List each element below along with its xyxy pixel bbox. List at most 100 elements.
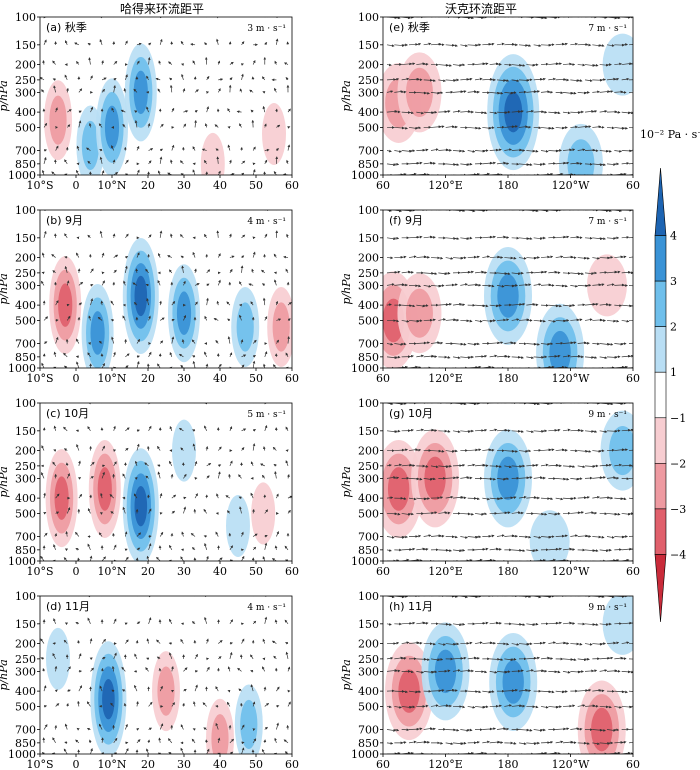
anomaly-contour-a-0-2: [49, 95, 67, 145]
y-tick-label: 200: [358, 252, 379, 265]
panel-title-c: (c) 10月: [46, 407, 89, 420]
x-tick-label: 120°W: [552, 179, 590, 192]
y-tick-label: 850: [358, 737, 379, 750]
y-tick-label: 700: [15, 531, 36, 544]
panel-title-a: (a) 秋季: [46, 20, 87, 34]
panel-d: 1001502002503004005007008501000p/hPa10°S…: [0, 590, 299, 770]
anomaly-contour-c-0-3: [54, 476, 69, 520]
x-tick-label: 50: [249, 565, 263, 578]
x-tick-label: 30: [177, 179, 191, 192]
y-tick-label: 500: [358, 700, 379, 713]
vector-scale-f: 7 m · s⁻¹: [588, 217, 627, 227]
vector-scale-g: 9 m · s⁻¹: [588, 410, 627, 420]
anomaly-contour-a-5-1: [262, 102, 286, 165]
x-tick-label: 40: [213, 179, 227, 192]
x-tick-label: 10°S: [26, 372, 53, 385]
y-tick-label: 150: [15, 425, 36, 438]
wind-vectors-g: [386, 403, 633, 561]
y-axis-label: p/hPa: [340, 273, 353, 304]
y-tick-label: 700: [15, 145, 36, 158]
vector-scale-d: 4 m · s⁻¹: [247, 603, 286, 613]
x-tick-label: 180: [498, 758, 519, 770]
colorbar-tick-label: 3: [670, 275, 677, 288]
x-tick-label: 60: [285, 565, 299, 578]
y-tick-label: 400: [15, 106, 36, 119]
colorbar-segment: [654, 417, 667, 464]
x-tick-label: 120°E: [428, 179, 463, 192]
y-tick-label: 300: [15, 472, 36, 485]
y-tick-label: 500: [358, 314, 379, 327]
y-axis-label: p/hPa: [340, 466, 353, 497]
y-tick-label: 250: [15, 460, 36, 473]
y-tick-label: 200: [15, 252, 36, 265]
anomaly-contour-b-1-3: [90, 311, 105, 355]
y-tick-label: 700: [358, 145, 379, 158]
y-tick-label: 300: [15, 279, 36, 292]
x-tick-label: 60: [376, 758, 390, 770]
panel-frame-a: [39, 16, 293, 176]
y-tick-label: 700: [358, 338, 379, 351]
wind-vectors-h: [386, 596, 633, 754]
anomaly-contour-c-1-3: [97, 467, 112, 511]
anomaly-contour-d-4-2: [240, 699, 258, 750]
y-tick-label: 400: [358, 299, 379, 312]
y-tick-label: 850: [358, 544, 379, 557]
y-tick-label: 150: [358, 232, 379, 245]
y-tick-label: 200: [358, 445, 379, 458]
x-tick-label: 10°S: [26, 179, 53, 192]
x-tick-label: 10°N: [97, 372, 126, 385]
x-tick-label: 120°E: [428, 372, 463, 385]
y-tick-label: 200: [358, 638, 379, 651]
anomaly-contour-b-0-3: [58, 283, 73, 327]
y-tick-label: 700: [358, 531, 379, 544]
x-tick-label: 10°S: [26, 565, 53, 578]
anomaly-contour-c-3-1: [172, 419, 196, 482]
y-tick-label: 100: [358, 204, 379, 217]
y-tick-label: 850: [15, 158, 36, 171]
x-tick-label: 180: [498, 372, 519, 385]
vector-scale-b: 4 m · s⁻¹: [247, 217, 286, 227]
anomaly-contour-b-5-2: [272, 302, 290, 352]
x-tick-label: 30: [177, 758, 191, 770]
y-tick-label: 100: [358, 11, 379, 24]
y-tick-label: 200: [15, 59, 36, 72]
x-tick-label: 120°E: [428, 758, 463, 770]
panel-a: 1001502002503004005007008501000p/hPa10°S…: [0, 11, 299, 192]
panel-title-b: (b) 9月: [46, 214, 83, 227]
y-tick-label: 850: [15, 351, 36, 364]
y-tick-label: 400: [15, 492, 36, 505]
y-tick-label: 400: [15, 685, 36, 698]
y-tick-label: 300: [358, 665, 379, 678]
anomaly-contour-g-3-1: [529, 510, 570, 561]
anomaly-contour-f-3-3: [549, 330, 571, 368]
y-tick-label: 400: [15, 299, 36, 312]
y-tick-label: 1000: [8, 362, 36, 375]
y-tick-label: 100: [15, 204, 36, 217]
y-tick-label: 300: [358, 279, 379, 292]
x-tick-label: 20: [141, 179, 155, 192]
colorbar-tick-label: −4: [670, 548, 686, 561]
panel-title-d: (d) 11月: [46, 600, 90, 613]
colorbar-tick-label: 2: [670, 321, 677, 334]
panel-title-f: (f) 9月: [389, 214, 423, 227]
y-tick-label: 700: [15, 338, 36, 351]
y-tick-label: 250: [358, 460, 379, 473]
panel-c: 1001502002503004005007008501000p/hPa10°S…: [0, 397, 299, 578]
y-tick-label: 200: [15, 445, 36, 458]
y-tick-label: 100: [358, 397, 379, 410]
x-tick-label: 0: [73, 179, 80, 192]
vector-scale-c: 5 m · s⁻¹: [247, 410, 286, 420]
x-tick-label: 60: [626, 179, 640, 192]
anomaly-contour-d-1-4: [102, 679, 115, 720]
x-tick-label: 10°N: [97, 179, 126, 192]
x-tick-label: 180: [498, 179, 519, 192]
y-axis-label: p/hPa: [0, 466, 10, 497]
panel-title-h: (h) 11月: [389, 600, 433, 613]
vector-scale-h: 9 m · s⁻¹: [588, 603, 627, 613]
anomaly-contour-a-3-3: [133, 70, 148, 115]
y-tick-label: 100: [15, 397, 36, 410]
colorbar-segment: [654, 463, 667, 510]
y-tick-label: 150: [15, 232, 36, 245]
